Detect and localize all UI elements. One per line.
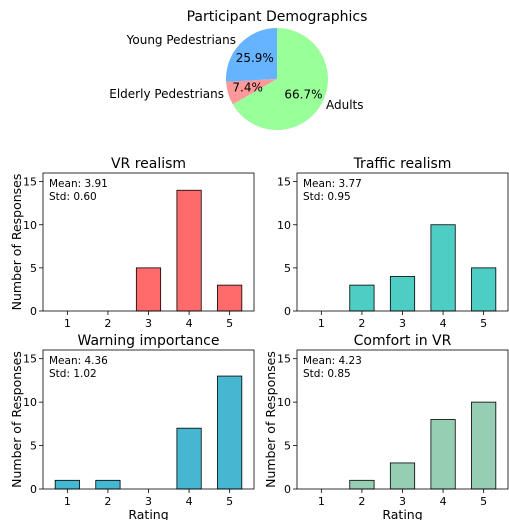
panel-title: VR realism <box>111 156 186 172</box>
pie-slice-elderly-pedestrians <box>226 79 277 105</box>
y-tick-label: 0 <box>30 305 37 318</box>
x-tick-label: 1 <box>318 317 325 330</box>
x-tick-label: 1 <box>64 317 71 330</box>
y-axis-label: Number of Responses <box>9 351 24 488</box>
pie-title: Participant Demographics <box>187 9 368 25</box>
bar-rating-4 <box>430 224 456 312</box>
panel-title: Comfort in VR <box>354 333 452 349</box>
x-tick-label: 2 <box>104 317 111 330</box>
std-text: Std: 1.02 <box>49 368 97 380</box>
bar-rating-4 <box>176 189 202 312</box>
y-tick-label: 0 <box>284 483 291 496</box>
bar-rating-1 <box>54 479 80 490</box>
mean-text: Mean: 4.23 <box>303 355 362 367</box>
bar-rating-5 <box>471 401 497 490</box>
bar-panel-warning-importance: Warning importance 0 5 10 15 1 2 3 4 5 Mean: 4.36S… <box>9 333 255 520</box>
x-axis-label: Rating <box>382 507 422 520</box>
x-tick-label: 4 <box>186 495 193 508</box>
bar-rating-2 <box>349 284 375 312</box>
x-axis-label: Rating <box>128 507 168 520</box>
x-tick-label: 2 <box>358 317 365 330</box>
pie-slice-adults <box>232 28 328 130</box>
x-tick-label: 5 <box>226 317 233 330</box>
x-tick-label: 3 <box>399 317 406 330</box>
y-tick-label: 15 <box>23 176 37 189</box>
y-tick-label: 10 <box>277 219 291 232</box>
y-tick-label: 0 <box>284 305 291 318</box>
panel-title: Traffic realism <box>353 156 452 172</box>
pie-slice-young-pedestrians <box>226 28 277 82</box>
x-tick-label: 4 <box>440 495 447 508</box>
x-tick-label: 3 <box>399 495 406 508</box>
mean-text: Mean: 4.36 <box>49 355 108 367</box>
x-tick-label: 1 <box>318 495 325 508</box>
mean-text: Mean: 3.77 <box>303 178 362 190</box>
y-tick-label: 0 <box>30 483 37 496</box>
std-text: Std: 0.85 <box>303 368 351 380</box>
y-tick-label: 15 <box>277 176 291 189</box>
bar-rating-2 <box>349 479 375 490</box>
y-axis-label: Number of Responses <box>9 174 24 311</box>
x-tick-label: 4 <box>186 317 193 330</box>
x-tick-label: 2 <box>358 495 365 508</box>
bar-rating-3 <box>135 267 162 312</box>
y-tick-label: 15 <box>23 353 37 366</box>
y-tick-label: 15 <box>277 353 291 366</box>
mean-text: Mean: 3.91 <box>49 178 108 190</box>
bar-rating-5 <box>217 284 243 312</box>
pie-pct-label: 25.9% <box>236 51 274 65</box>
x-tick-label: 3 <box>145 317 152 330</box>
std-text: Std: 0.60 <box>49 191 97 203</box>
x-tick-label: 5 <box>226 495 233 508</box>
pie-slice-label: Elderly Pedestrians <box>109 87 224 101</box>
y-tick-label: 10 <box>277 396 291 409</box>
pie-pct-label: 66.7% <box>284 87 322 101</box>
pie-slice-label: Young Pedestrians <box>126 33 236 47</box>
bar-rating-2 <box>95 479 121 490</box>
std-text: Std: 0.95 <box>303 191 351 203</box>
panel-title: Warning importance <box>78 333 220 349</box>
y-tick-label: 5 <box>284 440 291 453</box>
x-tick-label: 1 <box>64 495 71 508</box>
pie-pct-label: 7.4% <box>232 81 263 95</box>
bar-rating-4 <box>430 419 456 490</box>
y-tick-label: 5 <box>30 440 37 453</box>
bar-rating-5 <box>471 267 497 312</box>
y-tick-label: 5 <box>30 262 37 275</box>
y-tick-label: 10 <box>23 396 37 409</box>
pie-slice-label: Adults <box>326 98 364 112</box>
bar-rating-4 <box>176 427 202 490</box>
x-tick-label: 2 <box>104 495 111 508</box>
bar-panel-traffic-realism: Traffic realism 0 5 10 15 1 2 3 4 5 Mean: 3.77Std:… <box>277 156 509 330</box>
y-tick-label: 5 <box>284 262 291 275</box>
bar-rating-3 <box>389 462 416 490</box>
demographics-pie-chart: Participant Demographics 25.9%Young Pede… <box>109 9 367 130</box>
x-tick-label: 4 <box>440 317 447 330</box>
y-axis-label: Number of Responses <box>263 351 278 488</box>
x-tick-label: 5 <box>480 317 487 330</box>
y-tick-label: 10 <box>23 219 37 232</box>
x-tick-label: 3 <box>145 495 152 508</box>
x-tick-label: 5 <box>480 495 487 508</box>
bar-rating-3 <box>389 276 416 312</box>
bar-rating-5 <box>217 375 243 490</box>
